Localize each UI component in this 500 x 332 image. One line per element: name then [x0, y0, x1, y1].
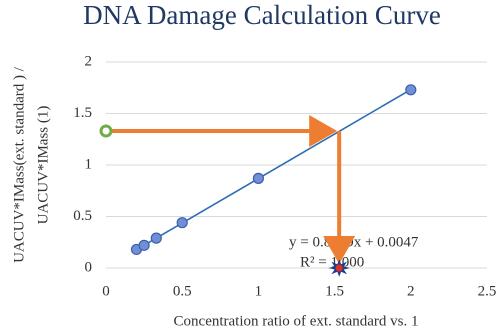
- y-tick-label: 2: [85, 53, 93, 69]
- x-tick-label: 1.5: [325, 283, 344, 299]
- reading-start: [99, 124, 113, 138]
- reading-star-center: [335, 264, 343, 272]
- y-tick-label: 1: [85, 156, 93, 172]
- equation: y = 0.8639x + 0.0047: [289, 234, 419, 250]
- y-tick-label: 0: [85, 259, 93, 275]
- y-tick-label: 1.5: [73, 105, 92, 121]
- data-point: [252, 172, 264, 184]
- data-point: [150, 232, 162, 244]
- data-point: [176, 217, 188, 229]
- x-tick-label: 1: [255, 283, 263, 299]
- x-axis-label: Concentration ratio of ext. standard vs.…: [174, 313, 419, 329]
- chart-title: DNA Damage Calculation Curve: [83, 0, 441, 30]
- x-tick-label: 0.5: [173, 283, 192, 299]
- x-tick-label: 0: [102, 283, 110, 299]
- data-point: [138, 239, 150, 251]
- x-tick-label: 2.5: [478, 283, 497, 299]
- x-tick-label: 2: [407, 283, 415, 299]
- y-axis-label: UACUV*IMass (1): [35, 106, 51, 225]
- data-point: [405, 84, 417, 96]
- y-axis-label: UACUV*IMass(ext. standard ) /: [11, 66, 27, 263]
- y-tick-label: 0.5: [73, 208, 92, 224]
